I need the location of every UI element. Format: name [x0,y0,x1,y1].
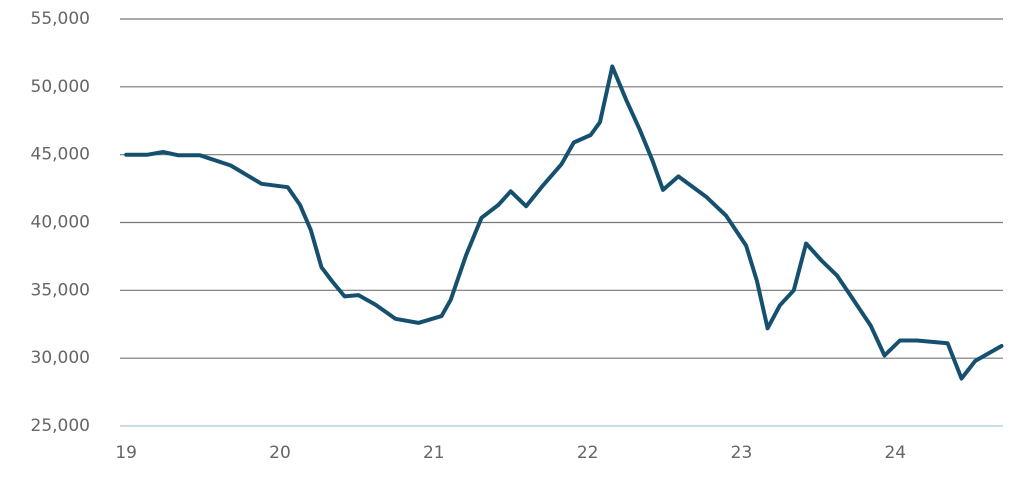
y-tick-label: 30,000 [31,348,90,368]
y-tick-label: 45,000 [31,145,90,165]
y-tick-label: 50,000 [31,77,90,97]
x-tick-label: 24 [884,443,906,463]
x-tick-label: 22 [577,443,599,463]
y-tick-label: 25,000 [31,416,90,436]
y-tick-label: 55,000 [31,9,90,29]
y-tick-label: 40,000 [31,213,90,233]
x-tick-label: 23 [731,443,753,463]
x-tick-label: 19 [115,443,137,463]
y-tick-label: 35,000 [31,280,90,300]
data-line [124,64,1004,381]
x-tick-label: 21 [423,443,445,463]
x-tick-label: 20 [269,443,291,463]
